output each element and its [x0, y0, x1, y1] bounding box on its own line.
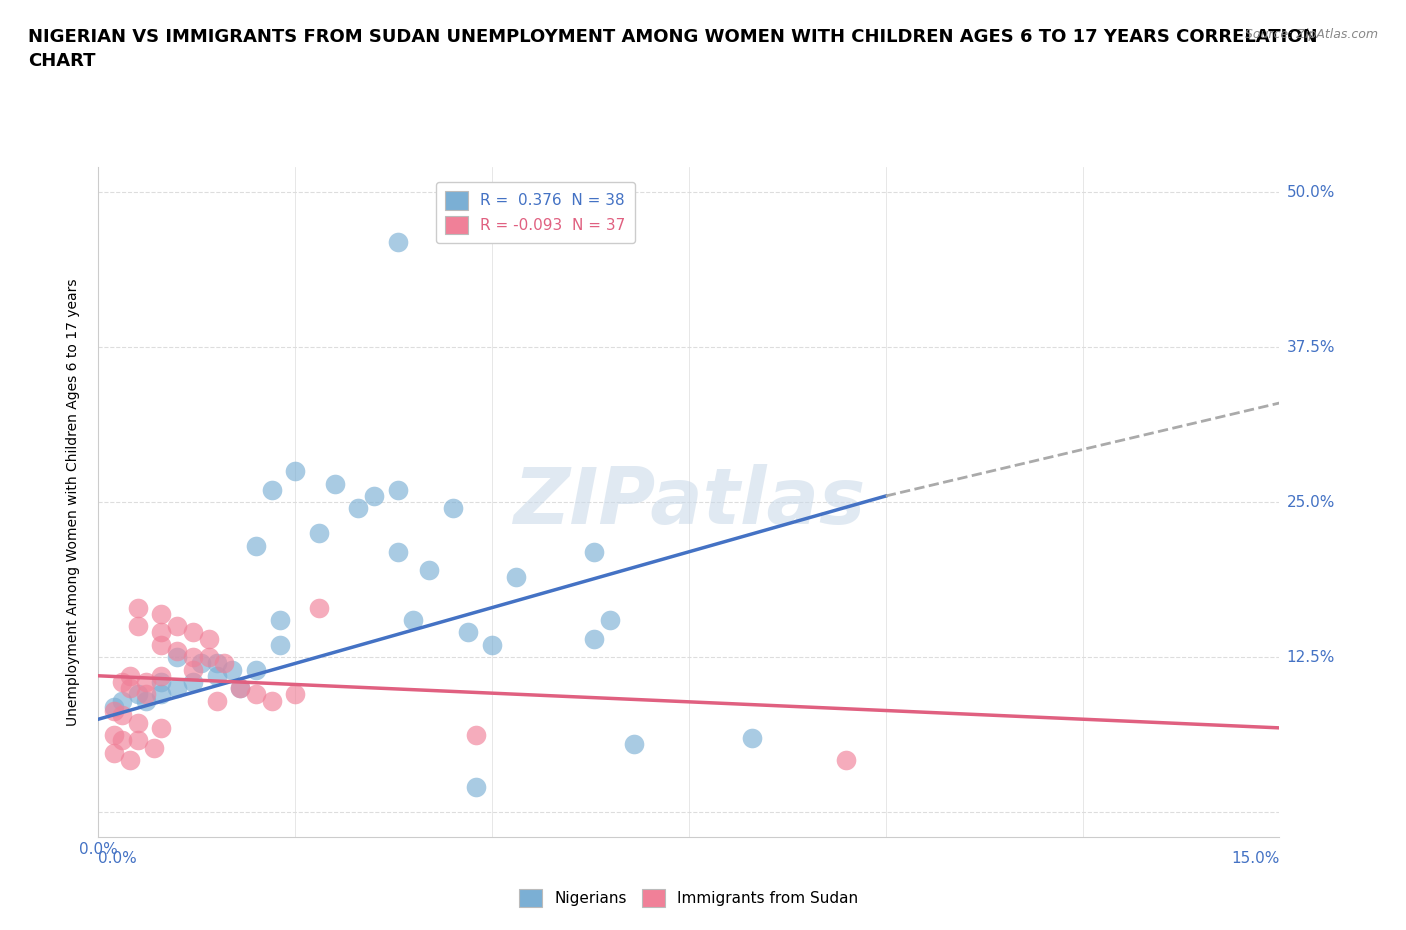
Point [118, 681, 141, 696]
Point [166, 618, 188, 633]
Point [135, 687, 157, 702]
Point [190, 656, 212, 671]
Text: 15.0%: 15.0% [1232, 851, 1279, 866]
Point [229, 681, 252, 696]
Point [260, 483, 283, 498]
Point [441, 501, 464, 516]
Point [150, 669, 173, 684]
Point [308, 600, 330, 615]
Point [103, 703, 125, 718]
Point [363, 488, 385, 503]
Point [111, 674, 134, 689]
Point [127, 600, 149, 615]
Point [111, 693, 134, 708]
Point [166, 650, 188, 665]
Point [269, 613, 291, 628]
Point [103, 728, 125, 743]
Point [214, 656, 236, 671]
Point [111, 733, 134, 748]
Point [135, 674, 157, 689]
Point [741, 730, 763, 745]
Text: 25.0%: 25.0% [1286, 495, 1334, 510]
Point [205, 656, 228, 671]
Point [205, 693, 228, 708]
Point [599, 613, 621, 628]
Point [245, 662, 267, 677]
Legend: Nigerians, Immigrants from Sudan: Nigerians, Immigrants from Sudan [510, 880, 868, 916]
Point [465, 780, 488, 795]
Text: 0.0%: 0.0% [98, 851, 138, 866]
Point [245, 687, 267, 702]
Point [221, 662, 243, 677]
Point [284, 687, 307, 702]
Point [135, 693, 157, 708]
Point [387, 544, 409, 559]
Point [623, 737, 645, 751]
Point [284, 464, 307, 479]
Point [150, 721, 173, 736]
Text: 37.5%: 37.5% [1286, 339, 1334, 354]
Point [127, 618, 149, 633]
Point [150, 674, 173, 689]
Point [323, 476, 346, 491]
Point [418, 563, 440, 578]
Text: NIGERIAN VS IMMIGRANTS FROM SUDAN UNEMPLOYMENT AMONG WOMEN WITH CHILDREN AGES 6 : NIGERIAN VS IMMIGRANTS FROM SUDAN UNEMPL… [28, 28, 1317, 70]
Point [583, 631, 606, 646]
Point [481, 637, 503, 652]
Point [387, 483, 409, 498]
Point [260, 693, 283, 708]
Text: 50.0%: 50.0% [1286, 185, 1334, 200]
Point [402, 613, 425, 628]
Point [142, 740, 165, 755]
Point [347, 501, 370, 516]
Point [465, 728, 488, 743]
Text: ZIPatlas: ZIPatlas [513, 464, 865, 540]
Point [197, 631, 219, 646]
Point [181, 650, 204, 665]
Point [150, 606, 173, 621]
Point [118, 752, 141, 767]
Point [181, 674, 204, 689]
Point [269, 637, 291, 652]
Point [166, 644, 188, 658]
Text: 12.5%: 12.5% [1286, 650, 1334, 665]
Point [229, 681, 252, 696]
Point [457, 625, 479, 640]
Point [181, 662, 204, 677]
Point [127, 733, 149, 748]
Point [111, 708, 134, 723]
Point [181, 625, 204, 640]
Point [127, 715, 149, 730]
Point [245, 538, 267, 553]
Point [835, 752, 858, 767]
Point [127, 687, 149, 702]
Point [308, 525, 330, 540]
Text: Source: ZipAtlas.com: Source: ZipAtlas.com [1244, 28, 1378, 41]
Point [150, 687, 173, 702]
Y-axis label: Unemployment Among Women with Children Ages 6 to 17 years: Unemployment Among Women with Children A… [66, 278, 80, 726]
Point [387, 234, 409, 249]
Point [103, 745, 125, 760]
Point [197, 650, 219, 665]
Point [505, 569, 527, 584]
Point [205, 669, 228, 684]
Point [103, 699, 125, 714]
Point [150, 637, 173, 652]
Point [118, 669, 141, 684]
Point [166, 681, 188, 696]
Point [583, 544, 606, 559]
Point [150, 625, 173, 640]
